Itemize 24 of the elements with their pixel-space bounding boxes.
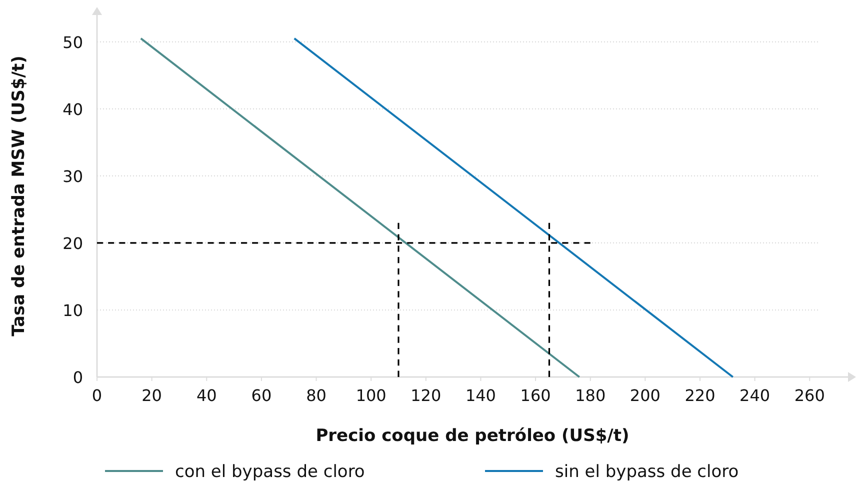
x-tick-label: 0 [92, 386, 102, 405]
x-axis-title: Precio coque de petróleo (US$/t) [316, 426, 630, 446]
x-tick-label: 100 [356, 386, 386, 405]
x-tick-label: 140 [465, 386, 496, 405]
y-tick-label: 50 [62, 32, 83, 52]
x-tick-label: 60 [251, 386, 272, 405]
x-tick-label: 120 [410, 386, 442, 405]
legend-label: con el bypass de cloro [175, 462, 365, 482]
y-axis-title: Tasa de entrada MSW (US$/t) [9, 56, 29, 336]
x-tick-label: 220 [684, 386, 716, 405]
y-tick-label: 0 [72, 368, 83, 387]
x-tick-label: 160 [520, 386, 551, 405]
y-tick-label: 40 [62, 100, 83, 119]
x-tick-label: 240 [740, 386, 770, 405]
x-tick-label: 180 [575, 386, 606, 405]
x-tick-label: 260 [794, 386, 825, 405]
y-tick-label: 20 [62, 234, 83, 253]
x-tick-label: 200 [630, 386, 660, 405]
legend-label: sin el bypass de cloro [555, 462, 739, 482]
x-tick-label: 80 [306, 386, 326, 405]
x-tick-label: 20 [142, 386, 162, 405]
y-tick-label: 30 [62, 166, 83, 186]
y-tick-label: 10 [62, 300, 83, 320]
x-tick-label: 40 [196, 386, 217, 405]
